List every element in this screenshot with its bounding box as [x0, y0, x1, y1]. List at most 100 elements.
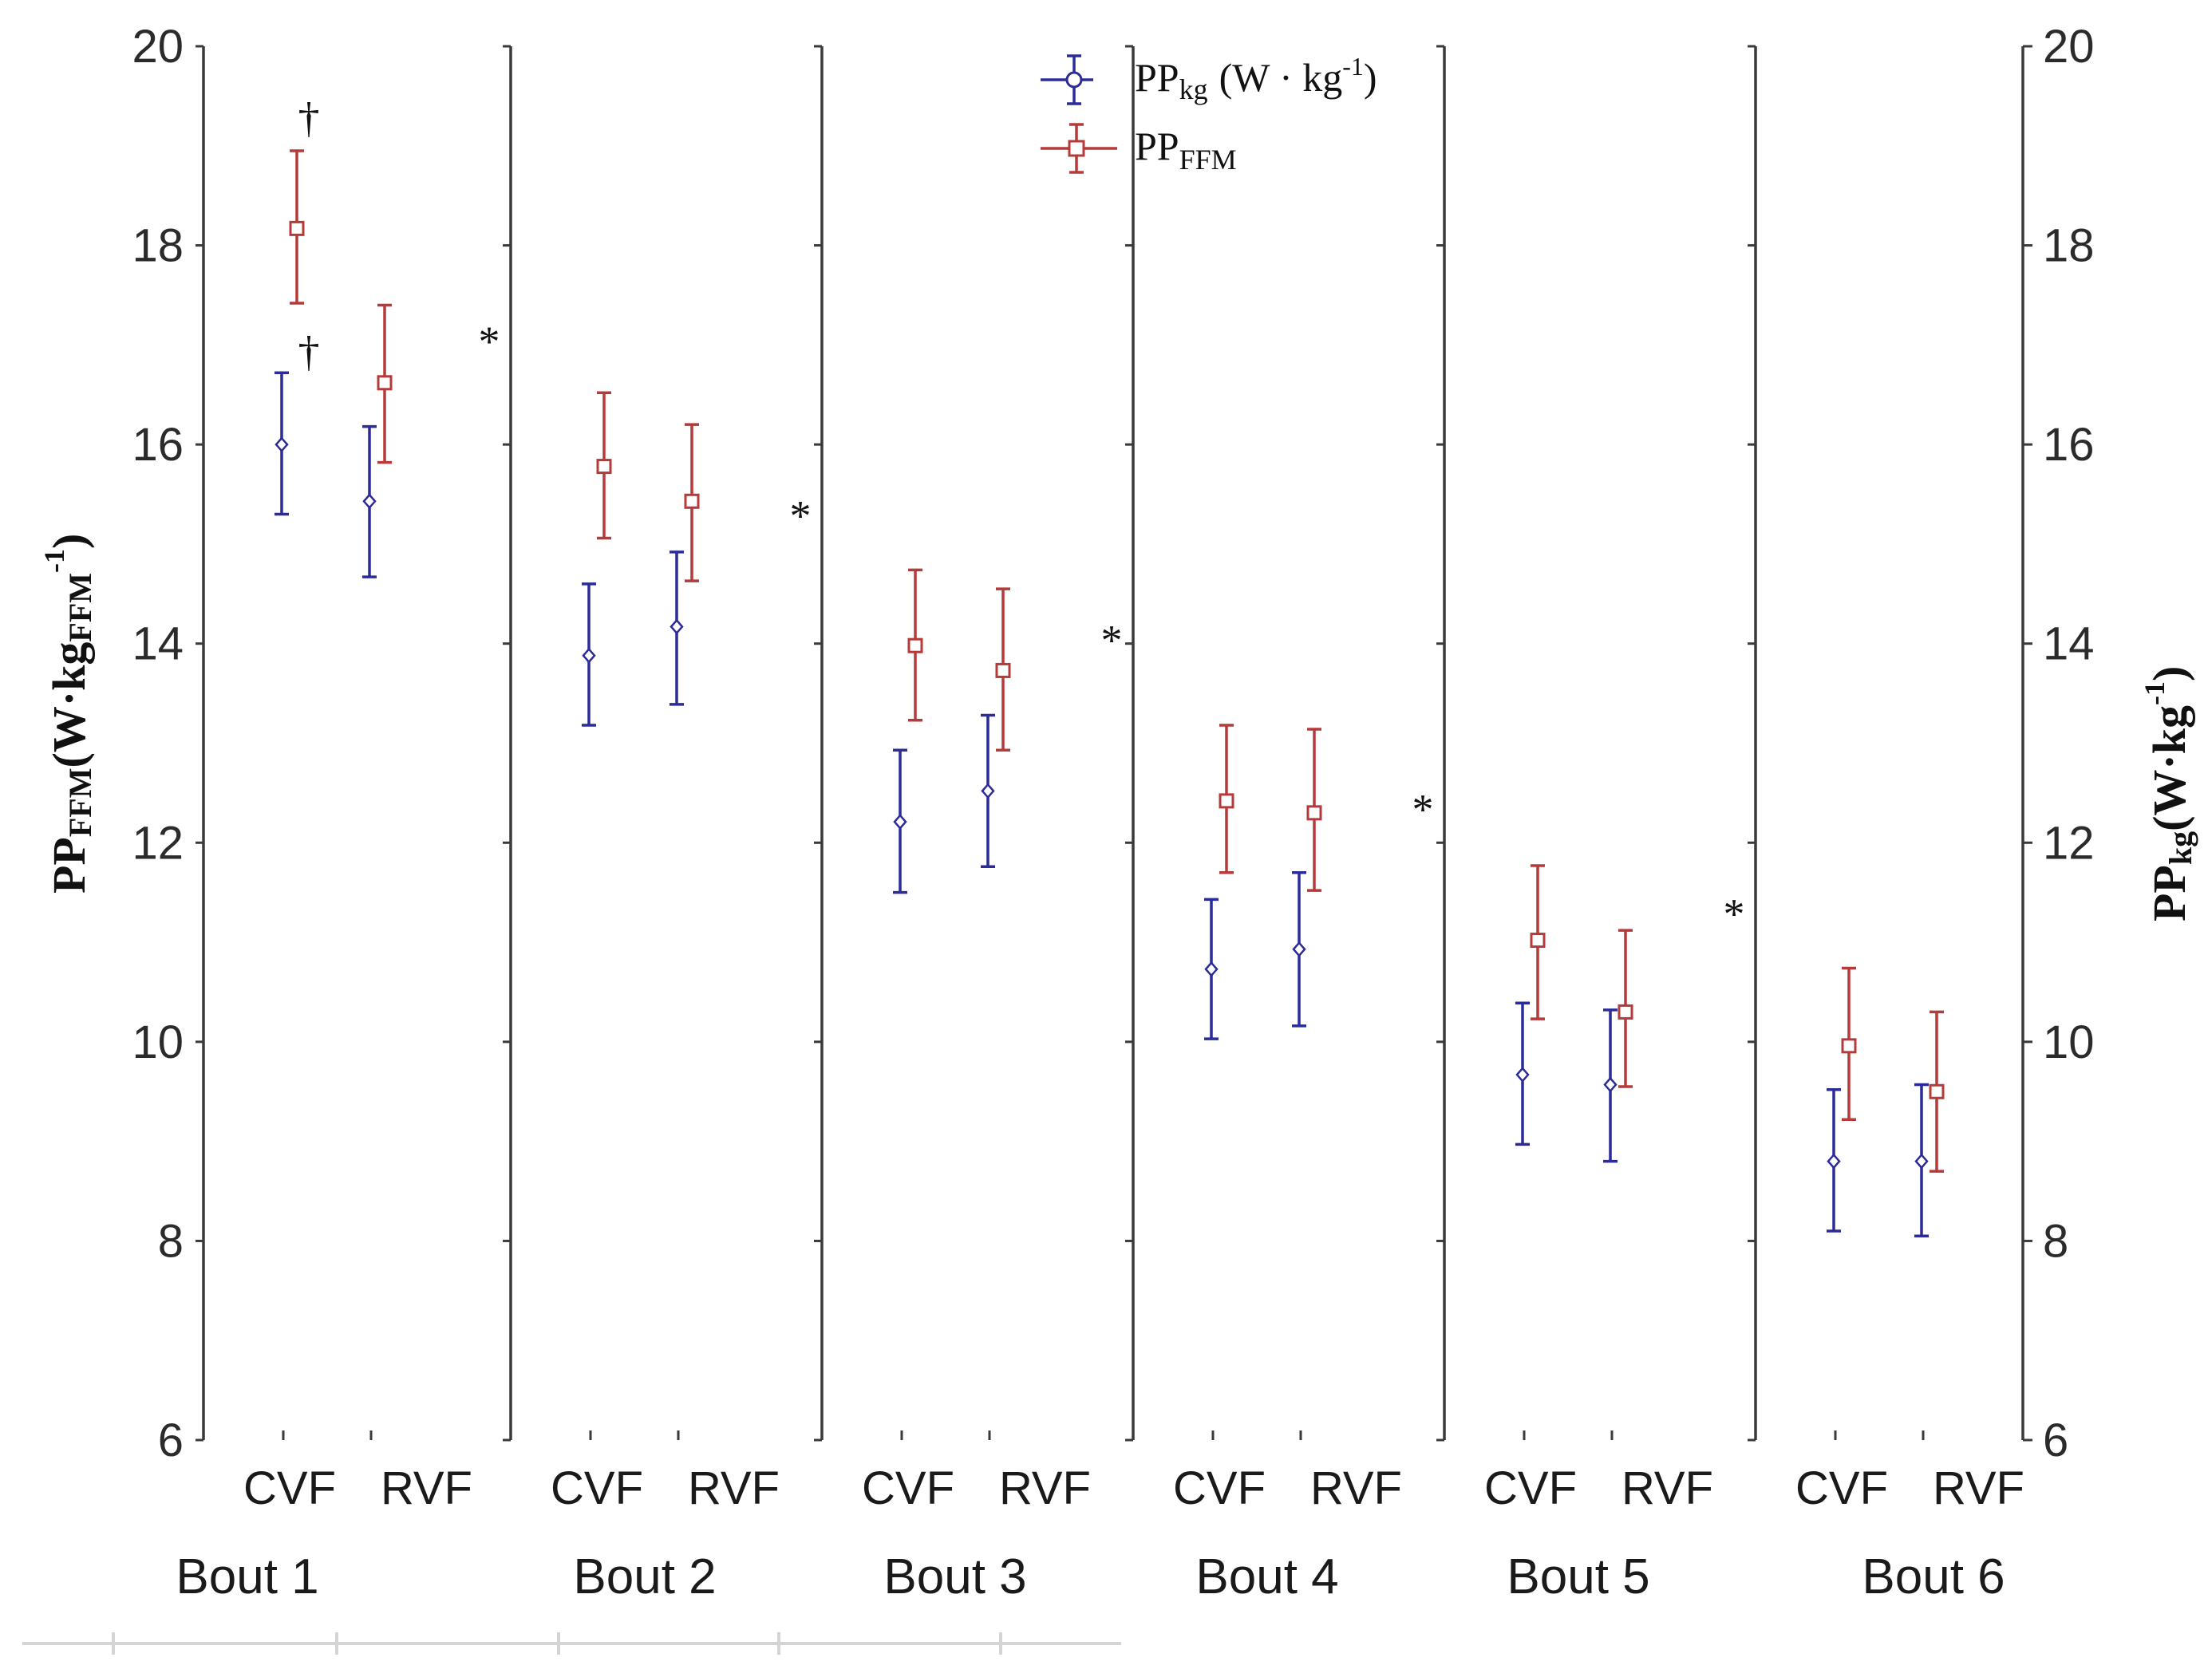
- category-label-rvf: RVF: [1621, 1462, 1713, 1514]
- mean-marker: [1306, 805, 1322, 821]
- category-label-rvf: RVF: [1310, 1462, 1402, 1514]
- asterisk-annotation: *: [790, 491, 812, 539]
- legend-entry-ppffm: PPFFM: [1041, 123, 1237, 176]
- legend: PPkg (W · kg-1) PPFFM: [1041, 52, 1377, 176]
- right-tick-label: 16: [2043, 419, 2095, 471]
- asterisk-annotation: *: [1724, 890, 1745, 938]
- mean-marker: [1292, 941, 1306, 957]
- left-tick-label: 12: [132, 817, 184, 869]
- svg-text:PPkg(W·kg-1): PPkg(W·kg-1): [2139, 666, 2198, 921]
- bottom-ruler: [22, 1632, 1121, 1655]
- left-tick-label: 6: [158, 1415, 184, 1466]
- left-tick-label: 18: [132, 220, 184, 272]
- panel-bout-4: CVF RVF Bout 4: [1125, 45, 1402, 1604]
- point-ppkg-bout1-rvf: [362, 424, 377, 578]
- point-ppffm-bout5-rvf: [1618, 929, 1633, 1088]
- mean-marker: [995, 662, 1011, 678]
- point-ppkg-bout2-rvf: [670, 550, 684, 706]
- right-y-axis-label: PPkg(W·kg-1): [2139, 666, 2198, 921]
- category-label-cvf: CVF: [1484, 1462, 1577, 1514]
- point-ppkg-bout6-rvf: [1914, 1083, 1929, 1237]
- mean-marker: [582, 647, 596, 664]
- svg-text:PPkg(W · kg-1): PPkg (W · kg-1): [1135, 52, 1377, 105]
- mean-marker: [377, 375, 393, 391]
- series-ppkg: [275, 371, 1929, 1237]
- point-ppkg-bout2-cvf: [582, 582, 596, 727]
- mean-marker: [1827, 1153, 1841, 1170]
- mean-marker: [1929, 1083, 1945, 1099]
- bout-label-5: Bout 5: [1507, 1549, 1649, 1604]
- mean-marker: [893, 814, 907, 830]
- right-y-axis-ticks: 6 8 10 12 14 16 18 20: [2021, 21, 2095, 1466]
- left-y-label-main: PP: [43, 837, 95, 894]
- panel-bout-2: CVF RVF Bout 2: [503, 45, 780, 1604]
- point-ppkg-bout1-cvf: [275, 371, 289, 516]
- mean-marker: [362, 493, 377, 510]
- point-ppkg-bout4-cvf: [1204, 898, 1219, 1040]
- asterisk-annotation: *: [479, 318, 500, 365]
- category-label-cvf: CVF: [1795, 1462, 1888, 1514]
- bout-label-1: Bout 1: [176, 1549, 318, 1604]
- category-label-cvf: CVF: [551, 1462, 643, 1514]
- point-ppkg-bout4-rvf: [1292, 870, 1306, 1028]
- left-tick-label: 10: [132, 1016, 184, 1068]
- category-label-cvf: CVF: [862, 1462, 954, 1514]
- point-ppkg-bout5-rvf: [1603, 1008, 1618, 1163]
- mean-marker: [670, 618, 684, 635]
- bout-label-6: Bout 6: [1862, 1549, 2005, 1604]
- svg-text:PPFFM(W·kgFFM-1): PPFFM(W·kgFFM-1): [38, 534, 98, 894]
- panel-bout-5: CVF RVF Bout 5: [1436, 45, 1713, 1604]
- mean-marker: [1219, 793, 1234, 809]
- legend-ppkg-unit: (W · kg: [1219, 55, 1343, 100]
- right-tick-label: 18: [2043, 220, 2095, 272]
- mean-marker: [1618, 1004, 1633, 1020]
- mean-marker: [1515, 1067, 1530, 1083]
- right-y-label-main: PP: [2143, 865, 2195, 921]
- right-tick-label: 10: [2043, 1016, 2095, 1068]
- legend-entry-ppkg: PPkg (W · kg-1): [1041, 52, 1377, 105]
- left-y-label-unit-sub: FFM: [62, 573, 98, 642]
- mean-marker: [1204, 961, 1219, 977]
- mean-marker: [1841, 1038, 1857, 1054]
- category-label-cvf: CVF: [243, 1462, 336, 1514]
- right-y-label-close: ): [2143, 666, 2195, 681]
- point-ppffm-bout1-cvf: [289, 149, 305, 305]
- asterisk-annotation: *: [1412, 786, 1434, 834]
- panel-bout-1: CVF RVF Bout 1: [176, 45, 472, 1604]
- right-tick-label: 8: [2043, 1215, 2068, 1267]
- mean-marker: [596, 459, 612, 475]
- mean-marker: [1914, 1153, 1929, 1170]
- right-tick-label: 20: [2043, 21, 2095, 73]
- left-tick-label: 16: [132, 419, 184, 471]
- left-y-label-sup: -1: [38, 549, 70, 573]
- legend-ppffm-main: PP: [1135, 124, 1179, 168]
- mean-marker: [289, 220, 305, 236]
- point-ppkg-bout3-rvf: [981, 713, 995, 868]
- right-tick-label: 14: [2043, 618, 2095, 670]
- mean-marker: [275, 436, 289, 453]
- point-ppffm-bout3-rvf: [995, 587, 1011, 752]
- panel-bout-3: CVF RVF Bout 3: [814, 45, 1091, 1604]
- left-y-label-sub: FFM: [62, 768, 98, 838]
- right-y-label-unit: (W·kg: [2143, 705, 2195, 831]
- legend-ppkg-main: PP: [1135, 55, 1179, 100]
- point-ppkg-bout5-cvf: [1515, 1001, 1530, 1146]
- legend-ppkg-sub: kg: [1179, 73, 1208, 105]
- bout-label-2: Bout 2: [573, 1549, 716, 1604]
- right-tick-label: 12: [2043, 817, 2095, 869]
- left-y-label-unit: (W·kg: [43, 642, 95, 768]
- category-label-rvf: RVF: [999, 1462, 1091, 1514]
- category-label-cvf: CVF: [1173, 1462, 1266, 1514]
- significance-annotations: † † * * * * *: [298, 93, 1745, 937]
- left-y-axis-ticks: 6 8 10 12 14 16 18 20: [132, 21, 184, 1466]
- asterisk-annotation: *: [1101, 616, 1123, 664]
- point-ppffm-bout6-cvf: [1841, 966, 1857, 1121]
- point-ppffm-bout2-cvf: [596, 391, 612, 540]
- point-ppffm-bout1-rvf: [377, 303, 393, 464]
- right-y-label-sub: kg: [2163, 831, 2198, 865]
- mean-marker: [981, 783, 995, 799]
- panel-bout-6: CVF RVF Bout 6: [1748, 45, 2024, 1604]
- left-tick-label: 20: [132, 21, 184, 73]
- bout-label-4: Bout 4: [1195, 1549, 1338, 1604]
